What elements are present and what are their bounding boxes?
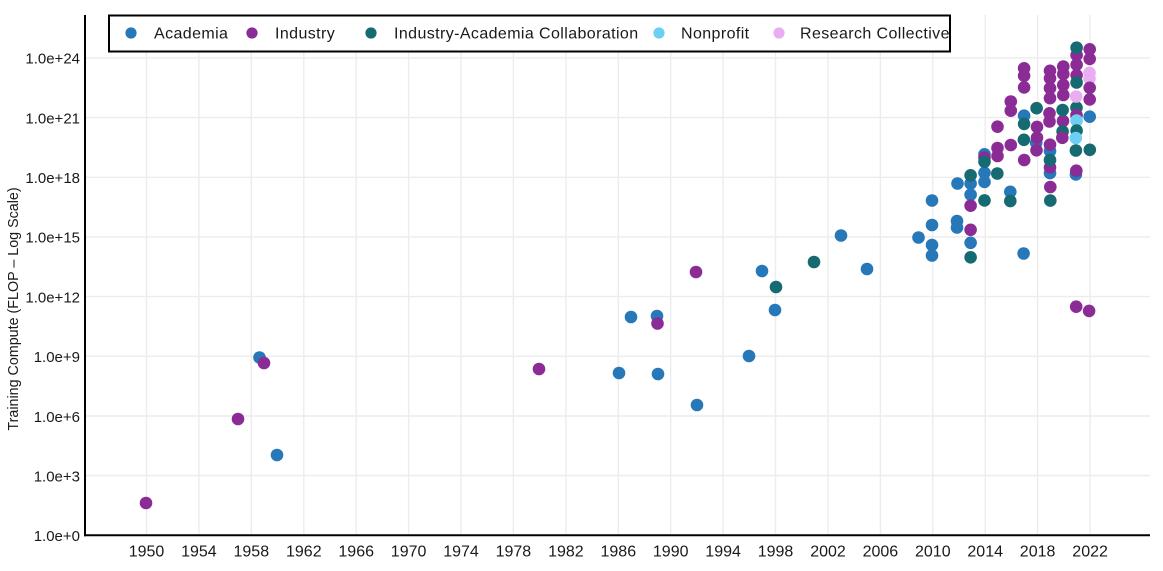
svg-text:2006: 2006: [863, 544, 899, 561]
svg-text:1958: 1958: [234, 544, 270, 561]
svg-text:2018: 2018: [1020, 544, 1056, 561]
svg-text:2010: 2010: [915, 544, 951, 561]
svg-text:1950: 1950: [129, 544, 165, 561]
svg-text:1.0e+15: 1.0e+15: [25, 230, 80, 247]
svg-text:1.0e+0: 1.0e+0: [34, 528, 80, 545]
svg-text:2022: 2022: [1072, 544, 1108, 561]
svg-text:1.0e+3: 1.0e+3: [34, 468, 80, 485]
svg-text:1.0e+6: 1.0e+6: [34, 409, 80, 426]
svg-text:1982: 1982: [548, 544, 584, 561]
svg-text:1.0e+18: 1.0e+18: [25, 170, 80, 187]
svg-text:1966: 1966: [338, 544, 374, 561]
svg-text:1.0e+12: 1.0e+12: [25, 289, 80, 306]
svg-text:1986: 1986: [601, 544, 637, 561]
svg-text:1954: 1954: [181, 544, 217, 561]
svg-text:2002: 2002: [810, 544, 846, 561]
svg-text:1978: 1978: [496, 544, 532, 561]
svg-text:Industry: Industry: [275, 26, 335, 43]
svg-text:1998: 1998: [758, 544, 794, 561]
svg-text:Industry-Academia Collaboratio: Industry-Academia Collaboration: [394, 26, 639, 43]
svg-text:1.0e+9: 1.0e+9: [34, 349, 80, 366]
svg-text:1.0e+21: 1.0e+21: [25, 110, 80, 127]
svg-text:1974: 1974: [443, 544, 479, 561]
svg-text:Research Collective: Research Collective: [800, 26, 950, 43]
svg-text:Training Compute (FLOP – Log S: Training Compute (FLOP – Log Scale): [6, 187, 22, 430]
svg-text:1.0e+24: 1.0e+24: [25, 51, 80, 68]
svg-text:1994: 1994: [705, 544, 741, 561]
svg-text:Nonprofit: Nonprofit: [681, 26, 750, 43]
svg-text:1970: 1970: [391, 544, 427, 561]
svg-text:2014: 2014: [967, 544, 1003, 561]
svg-text:1990: 1990: [653, 544, 689, 561]
svg-text:1962: 1962: [286, 544, 322, 561]
svg-text:Academia: Academia: [154, 26, 228, 43]
